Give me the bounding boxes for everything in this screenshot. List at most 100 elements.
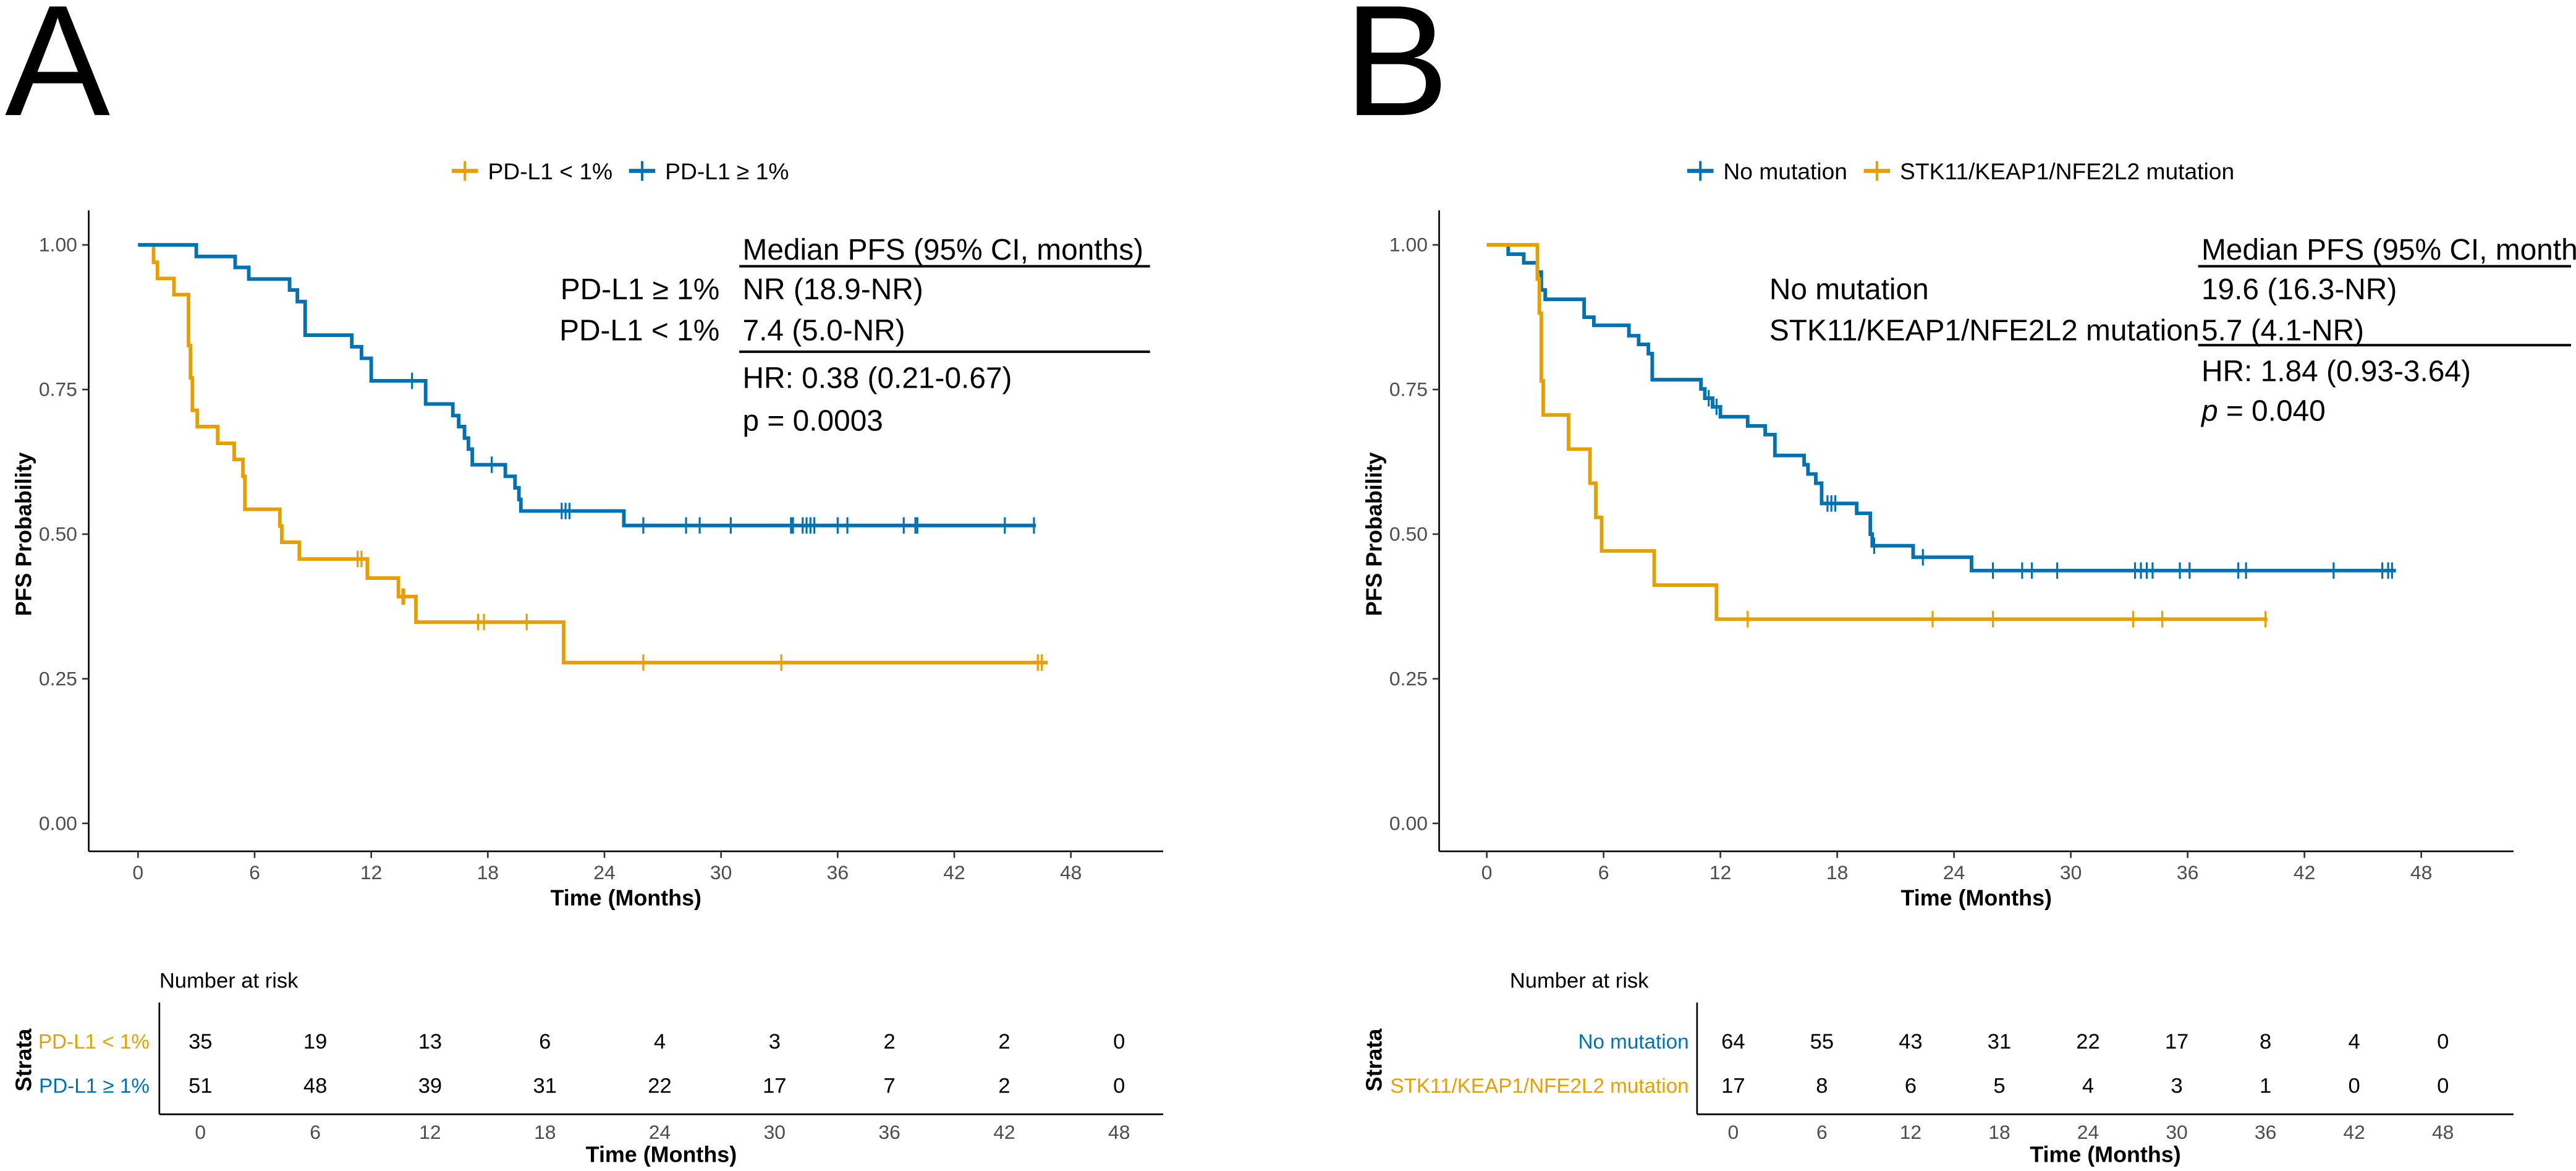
risk-x-tick-label: 18 [1988, 1121, 2010, 1143]
risk-x-tick-label: 30 [764, 1121, 786, 1143]
hazard-ratio: HR: 1.84 (0.93-3.64) [2201, 356, 2471, 388]
risk-count: 64 [1721, 1030, 1745, 1054]
x-tick-label: 30 [710, 861, 732, 884]
annotation-group: STK11/KEAP1/NFE2L2 mutation [1769, 314, 2200, 347]
y-tick-label: 0.75 [39, 378, 77, 401]
risk-row-label: PD-L1 < 1% [38, 1031, 150, 1054]
km-series [1486, 243, 2396, 579]
x-tick-label: 36 [2177, 861, 2198, 884]
panel-b: B No mutation STK11/KEAP1/NFE2L2 mutation 0… [1344, 0, 2576, 1167]
risk-x-tick-label: 0 [1727, 1121, 1739, 1143]
risk-x-tick-label: 12 [419, 1121, 441, 1143]
risk-count: 3 [769, 1030, 781, 1054]
risk-count: 2 [998, 1030, 1010, 1054]
y-tick-label: 0.25 [1389, 667, 1428, 689]
y-tick-label: 0.75 [1389, 378, 1428, 401]
risk-count: 0 [2437, 1030, 2449, 1054]
x-tick-label: 12 [360, 861, 382, 884]
p-number: = 0.0003 [759, 404, 883, 437]
panel-a: A PD-L1 < 1% PD-L1 ≥ 1% 0.00 0.25 0.50 0.75 1.0… [5, 0, 1163, 1167]
panel-label: A [5, 0, 110, 149]
risk-count: 35 [189, 1030, 212, 1054]
km-series [1486, 243, 2268, 628]
risk-x-tick-label: 42 [2343, 1121, 2365, 1143]
risk-count: 4 [654, 1030, 666, 1054]
y-axis-title: PFS Probability [12, 452, 36, 616]
km-series [138, 243, 1036, 534]
risk-count: 7 [884, 1075, 896, 1098]
risk-count: 48 [303, 1075, 327, 1098]
legend-label: PD-L1 < 1% [488, 158, 612, 184]
risk-x-tick-label: 48 [1108, 1121, 1130, 1143]
km-series [138, 243, 1048, 671]
legend-item: PD-L1 ≥ 1% [629, 158, 789, 184]
annotation-group: PD-L1 < 1% [559, 314, 719, 347]
risk-count: 13 [418, 1030, 442, 1054]
risk-y-axis-title: Strata [1362, 1028, 1387, 1092]
risk-x-tick-label: 48 [2432, 1121, 2454, 1143]
annotation-header: Median PFS (95% CI, months) [2201, 234, 2576, 266]
risk-x-axis-title: Time (Months) [2030, 1142, 2180, 1167]
risk-count: 19 [303, 1030, 327, 1054]
y-tick-label: 0.00 [1389, 812, 1428, 834]
risk-count: 17 [2165, 1030, 2188, 1054]
annotation-header: Median PFS (95% CI, months) [742, 234, 1143, 266]
x-tick-label: 6 [1598, 861, 1609, 884]
x-tick-label: 24 [1943, 861, 1965, 884]
x-tick-label: 12 [1710, 861, 1731, 884]
km-curve [1486, 243, 2396, 573]
risk-x-tick-label: 12 [1900, 1121, 1921, 1143]
x-tick-label: 48 [2410, 861, 2432, 884]
x-tick-label: 42 [943, 861, 965, 884]
risk-y-axis-title: Strata [12, 1028, 36, 1092]
y-tick-label: 0.50 [1389, 523, 1428, 545]
legend-item: STK11/KEAP1/NFE2L2 mutation [1863, 158, 2234, 184]
risk-count: 0 [1113, 1030, 1125, 1054]
km-curve [138, 243, 1036, 527]
risk-count: 5 [1993, 1075, 2005, 1098]
x-tick-label: 36 [827, 861, 849, 884]
risk-x-tick-label: 18 [534, 1121, 556, 1143]
risk-row-label: PD-L1 ≥ 1% [39, 1075, 150, 1098]
panel-label: B [1344, 0, 1449, 149]
risk-count: 1 [2260, 1075, 2271, 1098]
legend-label: PD-L1 ≥ 1% [665, 158, 789, 184]
y-tick-label: 0.50 [39, 523, 77, 545]
legend-label: No mutation [1723, 158, 1847, 184]
x-tick-label: 30 [2060, 861, 2082, 884]
risk-count: 22 [2076, 1030, 2099, 1054]
risk-count: 4 [2082, 1075, 2094, 1098]
risk-count: 2 [998, 1075, 1010, 1098]
hazard-ratio: HR: 0.38 (0.21-0.67) [742, 362, 1012, 394]
y-tick-label: 0.25 [39, 667, 77, 689]
x-tick-label: 18 [1826, 861, 1848, 884]
y-axis-title: PFS Probability [1362, 452, 1387, 616]
risk-count: 6 [539, 1030, 551, 1054]
risk-x-tick-label: 42 [993, 1121, 1015, 1143]
risk-count: 0 [1113, 1075, 1125, 1098]
risk-count: 0 [2437, 1075, 2449, 1098]
risk-count: 51 [189, 1075, 212, 1098]
y-tick-label: 1.00 [39, 234, 77, 256]
risk-count: 8 [1816, 1075, 1828, 1098]
risk-x-axis-title: Time (Months) [586, 1142, 737, 1167]
risk-count: 0 [2349, 1075, 2360, 1098]
p-number: = 0.040 [2218, 395, 2326, 428]
risk-count: 8 [2260, 1030, 2271, 1054]
risk-count: 6 [1905, 1075, 1917, 1098]
risk-x-tick-label: 36 [878, 1121, 900, 1143]
risk-count: 17 [1721, 1075, 1745, 1098]
annotation-median: 19.6 (16.3-NR) [2201, 273, 2397, 306]
risk-x-tick-label: 0 [195, 1121, 206, 1143]
risk-x-tick-label: 36 [2255, 1121, 2276, 1143]
y-tick-label: 0.00 [39, 812, 77, 834]
x-tick-label: 18 [477, 861, 499, 884]
risk-count: 55 [1810, 1030, 1834, 1054]
x-tick-label: 0 [1481, 861, 1493, 884]
risk-x-tick-label: 6 [1816, 1121, 1828, 1143]
legend-item: PD-L1 < 1% [451, 158, 612, 184]
km-curve [1486, 243, 2268, 621]
p-value: p = 0.040 [2200, 395, 2326, 428]
